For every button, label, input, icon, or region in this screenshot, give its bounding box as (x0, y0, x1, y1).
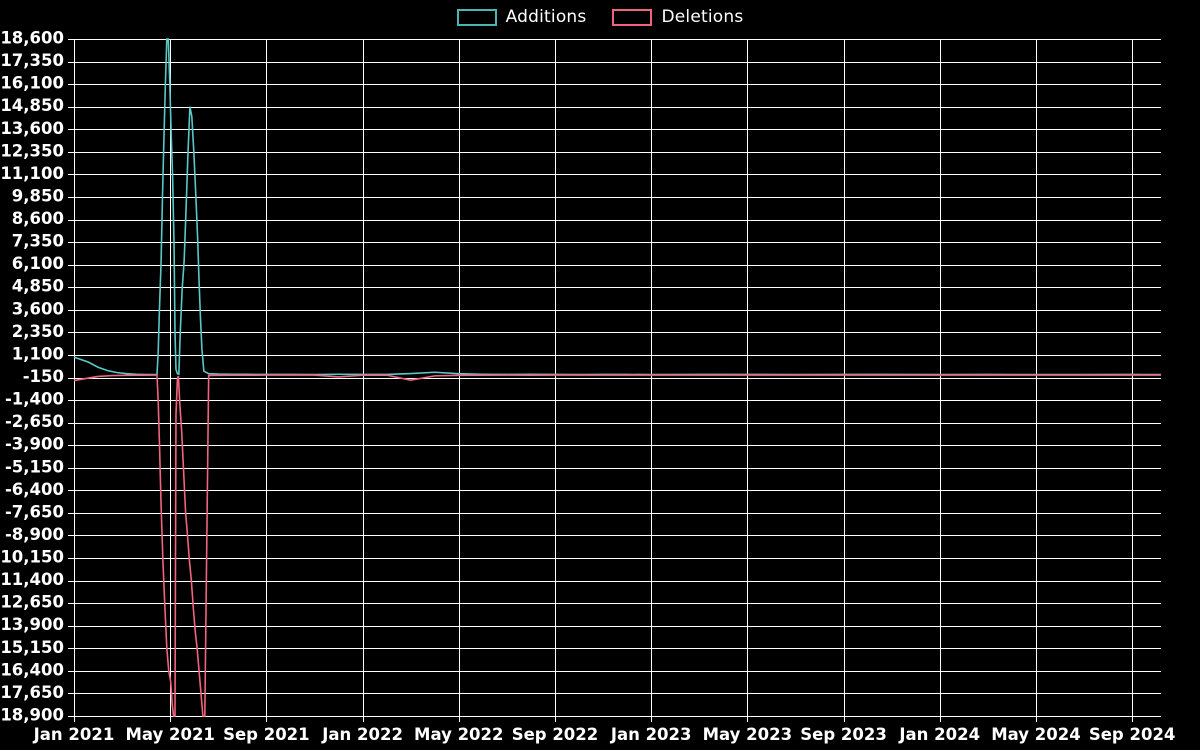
y-tick-label: 3,600 (12, 299, 64, 318)
y-tick-label: -5,150 (5, 457, 64, 476)
y-tick-label: -12,650 (0, 593, 64, 612)
x-tick-label: May 2024 (991, 725, 1080, 744)
x-tick-label: Sep 2021 (223, 725, 310, 744)
y-tick-label: -13,900 (0, 615, 64, 634)
y-tick-label: -11,400 (0, 570, 64, 589)
tick-layer (68, 38, 1134, 722)
y-tick-label: -1,400 (5, 390, 64, 409)
y-tick-label: -3,900 (5, 435, 64, 454)
x-tick-label: May 2023 (703, 725, 792, 744)
y-tick-label: 1,100 (12, 344, 64, 363)
y-tick-label: 2,350 (12, 322, 64, 341)
x-tick-label: Jan 2023 (610, 725, 692, 744)
x-tick-label: Jan 2021 (33, 725, 115, 744)
y-tick-label: 17,350 (0, 51, 64, 70)
x-tick-label: May 2021 (125, 725, 214, 744)
x-tick-label: Sep 2022 (512, 725, 599, 744)
series-line-additions (73, 38, 1162, 376)
y-tick-label: -15,150 (0, 638, 64, 657)
x-axis-labels: Jan 2021 May 2021 Sep 2021 Jan 2022 May 2022… (33, 725, 1176, 744)
y-tick-label: 4,850 (12, 277, 64, 296)
y-tick-label: 6,100 (12, 254, 64, 273)
x-tick-label: Jan 2024 (898, 725, 980, 744)
y-tick-label: 13,600 (0, 119, 64, 138)
y-tick-label: -18,900 (0, 706, 64, 725)
y-tick-label: -10,150 (0, 548, 64, 567)
x-tick-label: Jan 2022 (321, 725, 403, 744)
y-tick-label: 8,600 (12, 209, 64, 228)
y-tick-label: -17,650 (0, 683, 64, 702)
y-tick-label: -150 (23, 367, 64, 386)
y-tick-label: 12,350 (0, 141, 64, 160)
y-tick-label: 18,600 (0, 29, 64, 48)
y-tick-label: 14,850 (0, 96, 64, 115)
y-tick-label: -2,650 (5, 412, 64, 431)
y-tick-label: 9,850 (12, 186, 64, 205)
y-tick-label: -6,400 (5, 480, 64, 499)
y-tick-label: -16,400 (0, 660, 64, 679)
x-tick-label: Sep 2023 (800, 725, 887, 744)
series-layer (73, 38, 1162, 717)
y-tick-label: 16,100 (0, 74, 64, 93)
x-tick-label: Sep 2024 (1089, 725, 1176, 744)
x-tick-label: May 2022 (414, 725, 503, 744)
grid-layer (73, 38, 1161, 718)
y-tick-label: -7,650 (5, 502, 64, 521)
series-line-deletions (73, 374, 1162, 717)
y-tick-label: 11,100 (0, 164, 64, 183)
y-tick-label: 7,350 (12, 232, 64, 251)
y-tick-label: -8,900 (5, 525, 64, 544)
y-axis-labels: 18,600 17,350 16,100 14,850 13,600 12,350 11,1… (0, 29, 64, 725)
